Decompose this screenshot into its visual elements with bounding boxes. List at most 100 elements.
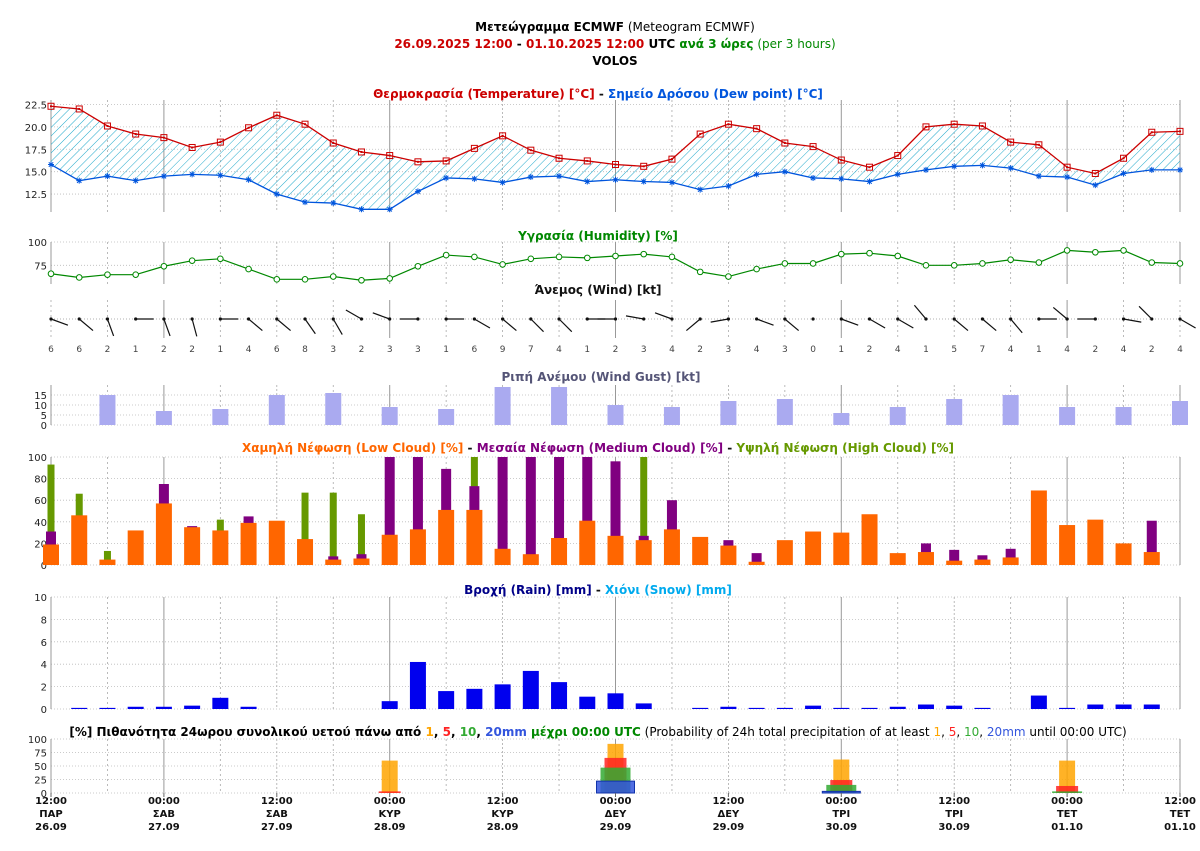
x-time-label: 12:00 [261,796,293,807]
high-cloud-bar [301,492,309,565]
medium-cloud-bar [1146,520,1157,565]
y-tick-label: 75 [34,749,47,760]
temperature-point-inner [670,158,673,161]
low-cloud-bar [268,520,285,565]
low-cloud-bar [297,539,314,565]
wind-barb [191,318,198,337]
low-cloud-bar [127,530,144,565]
humidity-point [922,262,930,269]
wind-speed-label: 4 [1121,345,1127,355]
humidity-point [245,265,252,273]
temperature-point-inner [106,124,109,127]
temperature-point-inner [1066,166,1069,169]
x-day-label: ΔΕΥ [717,809,740,820]
x-date-label: 27.09 [261,822,293,833]
y-tick-label: 0 [41,561,47,572]
low-cloud-bar [1002,557,1019,565]
dewpoint-point [386,206,393,213]
temperature-point-inner [388,154,391,157]
temperature-dewpoint-band [51,106,1180,210]
wind-speed-label: 4 [754,345,760,355]
gust-bar [381,407,398,425]
x-day-label: ΚΥΡ [491,809,513,820]
temperature-point [1035,141,1043,149]
wind-barb [248,318,263,332]
humidity-point [1035,259,1043,266]
wind-barb [654,312,673,320]
humidity-point [668,253,676,261]
medium-cloud-bar [554,457,565,565]
humidity-point [866,249,873,257]
low-cloud-bar [409,529,426,565]
temperature-point-inner [275,114,278,117]
humidity-point [527,255,535,263]
dewpoint-point [1092,182,1099,189]
wind-barb [982,318,997,332]
dewpoint-point [951,163,958,170]
y-tick-label: 60 [34,496,47,507]
wind-barb [558,318,573,333]
gust-bar [551,387,568,425]
rain-bar [1059,707,1076,709]
humidity-point [809,260,817,267]
wind-barb [1138,305,1153,320]
temperature-point [245,124,253,132]
humidity-point [301,276,309,283]
prob-1mm-bar [381,760,398,793]
wind-speed-label: 6 [274,345,280,355]
temperature-point [837,156,845,164]
dewpoint-point [922,166,929,173]
low-cloud-bar [1115,543,1132,565]
low-cloud-bar [974,559,991,565]
rain-bar [974,707,991,709]
wind-speed-label: 3 [726,345,732,355]
y-tick-label: 5 [41,411,47,422]
medium-cloud-bar [949,549,960,565]
wind-barb [276,318,291,332]
temperature-point [386,152,394,160]
gust-bar [325,393,342,425]
temperature-point-inner [473,147,476,150]
dewpoint-point [697,186,704,193]
temperature-point [273,111,281,119]
wind-speed-label: 1 [133,345,139,355]
page-title: Μετεώγραμμα ECMWF (Meteogram ECMWF) [475,20,755,34]
dewpoint-point [273,191,280,198]
x-time-label: 12:00 [938,796,970,807]
low-cloud-bar [579,520,596,565]
dewpoint-point [668,179,675,186]
temperature-point [1120,154,1128,162]
y-tick-label: 15 [34,391,47,402]
low-cloud-bar [212,530,229,565]
rain-bar [212,697,229,709]
temperature-point [1176,127,1184,135]
low-cloud-bar [946,560,963,565]
low-cloud-bar [776,540,793,565]
dewpoint-point [640,178,647,185]
temperature-point [696,130,704,138]
wind-speed-label: 4 [895,345,901,355]
gust-bar [889,407,906,425]
low-cloud-bar [522,554,539,565]
medium-cloud-bar [610,461,621,565]
dewpoint-point [160,173,167,180]
temperature-panel: 12.5 15.0 17.5 20.0 22.5 [25,100,1184,213]
temperature-point [555,154,563,162]
low-cloud-bar [861,514,878,565]
low-cloud-bar [805,531,822,565]
wind-title: Άνεμος (Wind) [kt] [534,283,661,297]
y-tick-label: 25 [34,776,47,787]
temperature-point-inner [219,141,222,144]
location-title: VOLOS [592,54,637,68]
humidity-point [358,276,365,284]
y-tick-label: 8 [41,615,47,626]
wind-barb [345,309,362,320]
temperature-point-inner [1150,131,1153,134]
dewpoint-point [584,178,591,185]
rain-bar [381,701,398,709]
humidity-point [894,252,902,260]
wind-barb [1123,318,1142,323]
x-time-label: 00:00 [374,796,406,807]
temperature-point [668,155,676,163]
